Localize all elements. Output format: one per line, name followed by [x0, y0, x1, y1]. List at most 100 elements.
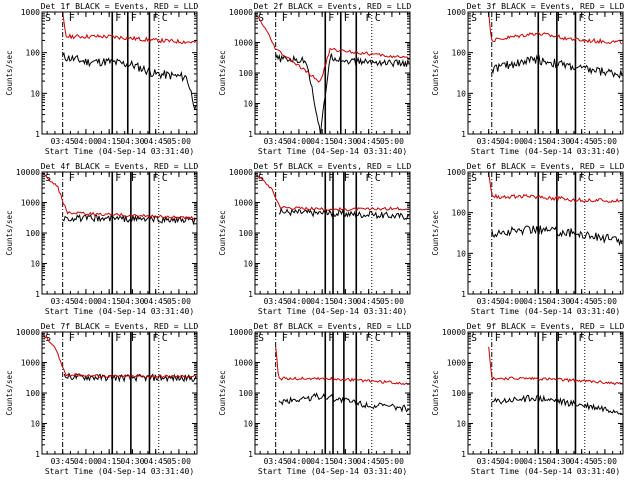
y-tick-label: 100: [26, 229, 41, 238]
series-line: [62, 51, 197, 111]
y-tick-label: 1: [461, 290, 466, 299]
plot-frame: [467, 171, 624, 295]
corner-label: F: [131, 333, 137, 344]
series-line: [488, 346, 623, 386]
y-tick-label: 1000: [234, 359, 253, 368]
series-line: [488, 172, 623, 203]
y-axis-label: Counts/sec: [431, 50, 440, 95]
y-tick-label: 10: [456, 249, 466, 258]
x-tick-label: 03:45: [264, 457, 288, 466]
x-tick-label: 03:45: [264, 137, 288, 146]
x-tick-label: 03:45: [51, 137, 75, 146]
x-tick-label: 04:00: [287, 457, 311, 466]
corner-label: S: [258, 13, 264, 24]
corner-label: F: [115, 13, 121, 24]
x-tick-label: 04:45: [357, 297, 381, 306]
data-lines: [42, 332, 197, 383]
series-line: [255, 12, 410, 83]
x-tick-label: 03:45: [477, 137, 501, 146]
x-axis-label: Start Time (04-Sep-14 03:31:40): [45, 307, 194, 316]
plot-frame: [41, 11, 198, 135]
time-markers: [275, 332, 373, 454]
y-tick-label: 10000: [229, 8, 253, 17]
x-tick-label: 04:45: [144, 297, 168, 306]
corner-label: C: [162, 333, 168, 344]
corner-label: C: [375, 333, 381, 344]
x-tick-label: 04:15: [97, 137, 121, 146]
series-line: [275, 53, 410, 134]
y-tick-label: 10: [30, 89, 40, 98]
panel-title: Det 1f BLACK = Events, RED = LLD: [41, 1, 199, 11]
y-tick-label: 10000: [229, 328, 253, 337]
x-tick-label: 03:45: [51, 457, 75, 466]
x-axis-label: Start Time (04-Sep-14 03:31:40): [45, 467, 194, 476]
corner-label: C: [588, 173, 594, 184]
time-markers: [275, 12, 373, 134]
corner-label: F: [557, 13, 563, 24]
time-markers: [275, 172, 373, 294]
y-tick-label: 1000: [21, 199, 40, 208]
series-line: [42, 172, 197, 221]
plot-frame: [254, 11, 411, 135]
y-axis-label: Counts/sec: [431, 210, 440, 255]
plot-frame: [41, 171, 198, 295]
corner-label: C: [375, 13, 381, 24]
x-tick-label: 05:00: [593, 457, 617, 466]
corner-label: F: [152, 13, 158, 24]
series-line: [255, 172, 410, 212]
y-tick-label: 100: [452, 209, 467, 218]
corner-label: F: [541, 13, 547, 24]
corner-label: C: [588, 333, 594, 344]
y-axis-label: Counts/sec: [218, 370, 227, 415]
x-tick-label: 04:45: [144, 137, 168, 146]
x-tick-label: 05:00: [380, 457, 404, 466]
panel-title: Det 8f BLACK = Events, RED = LLD: [254, 321, 412, 331]
y-tick-label: 100: [26, 49, 41, 58]
x-tick-label: 04:00: [500, 457, 524, 466]
corner-label: F: [578, 13, 584, 24]
panel-title: Det 9f BLACK = Events, RED = LLD: [467, 321, 625, 331]
x-axis-label: Start Time (04-Sep-14 03:31:40): [258, 467, 407, 476]
plot-frame: [41, 331, 198, 455]
corner-label: F: [541, 173, 547, 184]
corner-label: F: [328, 13, 334, 24]
y-tick-label: 1: [248, 290, 253, 299]
x-tick-label: 04:00: [287, 297, 311, 306]
series-line: [62, 214, 197, 226]
corner-label: F: [495, 333, 501, 344]
x-tick-label: 04:15: [97, 457, 121, 466]
corner-label: C: [375, 173, 381, 184]
x-tick-label: 04:15: [97, 297, 121, 306]
x-axis-label: Start Time (04-Sep-14 03:31:40): [471, 147, 620, 156]
y-axis-label: Counts/sec: [431, 370, 440, 415]
x-tick-label: 04:15: [523, 457, 547, 466]
y-tick-label: 100: [239, 69, 254, 78]
series-line: [278, 207, 410, 221]
plot-frame: [467, 11, 624, 135]
x-tick-label: 05:00: [380, 137, 404, 146]
x-axis-label: Start Time (04-Sep-14 03:31:40): [45, 147, 194, 156]
corner-label: F: [328, 173, 334, 184]
x-axis-label: Start Time (04-Sep-14 03:31:40): [471, 307, 620, 316]
x-tick-label: 05:00: [593, 297, 617, 306]
corner-label: S: [471, 333, 477, 344]
panel-title: Det 2f BLACK = Events, RED = LLD: [254, 1, 412, 11]
x-tick-label: 04:30: [546, 457, 570, 466]
y-tick-label: 1000: [21, 8, 40, 17]
series-line: [42, 332, 197, 379]
data-lines: [42, 172, 197, 226]
y-tick-label: 1: [35, 450, 40, 459]
corner-label: F: [344, 13, 350, 24]
x-axis-label: Start Time (04-Sep-14 03:31:40): [258, 147, 407, 156]
corner-label: F: [69, 173, 75, 184]
x-tick-label: 05:00: [380, 297, 404, 306]
time-markers: [491, 12, 586, 134]
corner-label: F: [69, 333, 75, 344]
y-tick-label: 10000: [442, 328, 466, 337]
corner-label: F: [578, 173, 584, 184]
data-lines: [488, 12, 623, 79]
